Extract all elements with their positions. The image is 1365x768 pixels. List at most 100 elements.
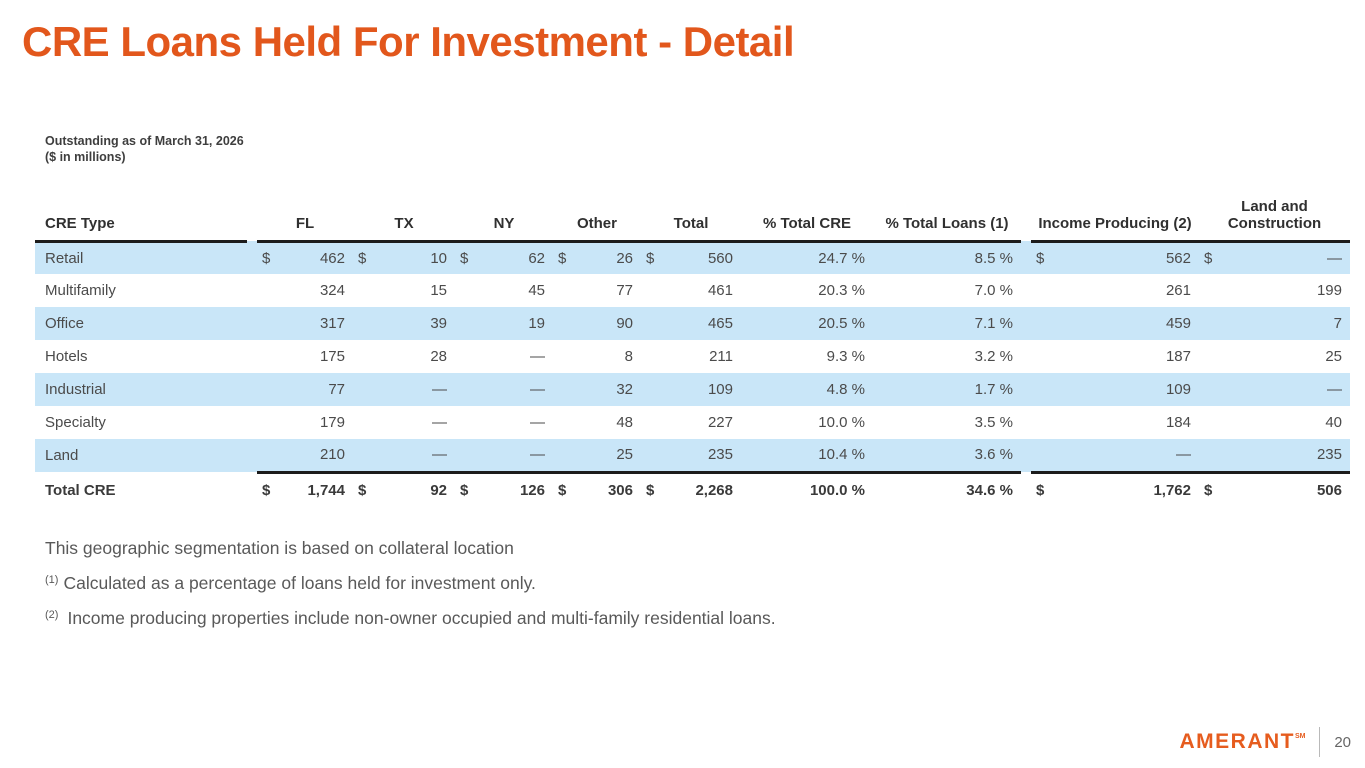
- spacer-cell: [247, 241, 257, 274]
- amount-cell: 15: [430, 282, 447, 299]
- spacer-cell: [1021, 340, 1031, 373]
- amount-cell: 8: [624, 348, 633, 365]
- amount-cell: —: [353, 373, 455, 406]
- amount-cell: 40: [1325, 414, 1342, 431]
- dollar-sign: $: [646, 482, 655, 500]
- amount-cell: 7: [1199, 307, 1350, 340]
- amount-cell: —: [530, 348, 545, 365]
- footer-divider: [1318, 727, 1320, 757]
- amount-cell: —: [353, 439, 455, 474]
- amount-cell: 39: [353, 307, 455, 340]
- spacer-cell: [247, 439, 257, 472]
- percent-cell: 8.5 %: [873, 241, 1021, 274]
- table-row: Industrial 77— —32 109 4.8 % 1.7 % 109—: [35, 373, 1350, 406]
- amount-cell: $462: [257, 241, 353, 274]
- amount-cell: 77: [257, 373, 353, 406]
- spacer-cell: [247, 406, 257, 439]
- header-income-producing: Income Producing (2): [1031, 186, 1199, 243]
- cell-value: 26: [616, 249, 633, 267]
- amount-cell: 25: [553, 439, 641, 474]
- amount-cell: 461: [707, 282, 733, 299]
- units-note: ($ in millions): [45, 150, 126, 164]
- header-pct-total-cre: % Total CRE: [741, 186, 873, 243]
- spacer-cell: [1021, 439, 1031, 472]
- cell-value: 126: [519, 482, 545, 500]
- amount-cell: $92: [353, 472, 455, 508]
- logo-wordmark: AMERANT: [1179, 730, 1295, 753]
- cre-loans-table: CRE Type FL TX NY Other Total % Total CR…: [35, 186, 1350, 508]
- amount-cell: 184: [1165, 414, 1191, 431]
- table-row: Hotels 175 28 — 8 211 9.3 % 3.2 % 187 25: [35, 340, 1350, 373]
- spacer-cell: [1021, 406, 1031, 439]
- amount-cell: 48: [616, 414, 633, 431]
- row-label: Specialty: [45, 414, 106, 431]
- spacer-cell: [247, 340, 257, 373]
- amount-cell: —: [1199, 373, 1350, 406]
- header-fl: FL: [257, 186, 353, 243]
- row-label: Hotels: [45, 348, 88, 365]
- amount-cell: $506: [1199, 472, 1350, 508]
- amount-cell: —: [455, 373, 553, 406]
- footnote-2-text: Income producing properties include non-…: [67, 608, 776, 628]
- header-pct-total-loans: % Total Loans (1): [873, 186, 1021, 243]
- amount-cell: 90: [553, 307, 641, 340]
- amount-cell: 109: [641, 373, 741, 406]
- dollar-sign: $: [460, 482, 469, 500]
- dollar-sign: $: [358, 482, 367, 500]
- cell-value: 2,268: [695, 482, 733, 500]
- dollar-sign: $: [460, 249, 469, 267]
- cell-value: 506: [1316, 482, 1342, 500]
- dollar-sign: $: [558, 249, 567, 267]
- row-label: Industrial: [35, 373, 247, 406]
- amount-cell: 465: [641, 307, 741, 340]
- slide-footer: AMERANTSM 20: [1179, 724, 1351, 760]
- dollar-sign: $: [1204, 249, 1213, 267]
- amount-cell: 210: [257, 439, 353, 474]
- table-body: Retail $462 $10 $62 $26 $560 24.7 % 8.5 % $562 $ —…: [35, 241, 1350, 508]
- percent-cell: 20.5 %: [741, 307, 873, 340]
- percent-cell: 3.2 %: [974, 348, 1013, 365]
- dollar-sign: $: [1036, 249, 1045, 267]
- row-label: Land: [35, 439, 247, 472]
- amount-cell: 324: [319, 282, 345, 299]
- dollar-sign: $: [646, 249, 655, 267]
- cell-value: 560: [707, 249, 733, 267]
- amount-cell: $562: [1031, 241, 1199, 274]
- row-label: Multifamily: [45, 282, 116, 299]
- percent-cell: 1.7 %: [873, 373, 1021, 406]
- cell-value: 306: [607, 482, 633, 500]
- dollar-sign: $: [1204, 482, 1213, 500]
- amount-cell: $ —: [1199, 241, 1350, 274]
- row-label: Office: [35, 307, 247, 340]
- header-ny: NY: [455, 186, 553, 243]
- footnotes: This geographic segmentation is based on…: [45, 538, 776, 643]
- footnote-1-text: Calculated as a percentage of loans held…: [63, 573, 536, 593]
- table-row: Total CRE $1,744 $92 $126 $306 $2,268 100.0 % 3…: [35, 472, 1350, 508]
- header-tx: TX: [353, 186, 455, 243]
- percent-cell: 10.4 %: [741, 439, 873, 474]
- dollar-sign: $: [1036, 482, 1045, 500]
- dollar-sign: $: [262, 482, 271, 500]
- dollar-sign: $: [558, 482, 567, 500]
- cell-value: 1,762: [1153, 482, 1191, 500]
- amount-cell: 317: [257, 307, 353, 340]
- table-row: Office 317 39 19 90 465 20.5 % 7.1 % 459 7: [35, 307, 1350, 340]
- header-land-construction: Land and Construction: [1199, 186, 1350, 243]
- amount-cell: 187: [1165, 348, 1191, 365]
- percent-cell: 24.7 %: [741, 241, 873, 274]
- cell-value: 62: [528, 249, 545, 267]
- table-row: Multifamily 324 15 45 77 461 20.3 % 7.0 % 261 199: [35, 274, 1350, 307]
- amount-cell: $62: [455, 241, 553, 274]
- spacer-cell: [1021, 274, 1031, 307]
- header-spacer: [247, 186, 257, 241]
- percent-cell: 4.8 %: [741, 373, 873, 406]
- footnote-2-marker: (2): [45, 609, 59, 621]
- amount-cell: 235: [641, 439, 741, 474]
- row-label: Total CRE: [45, 481, 116, 499]
- header-other: Other: [553, 186, 641, 243]
- amount-cell: 211: [709, 348, 733, 365]
- cell-value: 562: [1165, 249, 1191, 267]
- dollar-sign: $: [262, 249, 271, 267]
- table-row: Specialty 179 — — 48 227 10.0 % 3.5 % 184 40: [35, 406, 1350, 439]
